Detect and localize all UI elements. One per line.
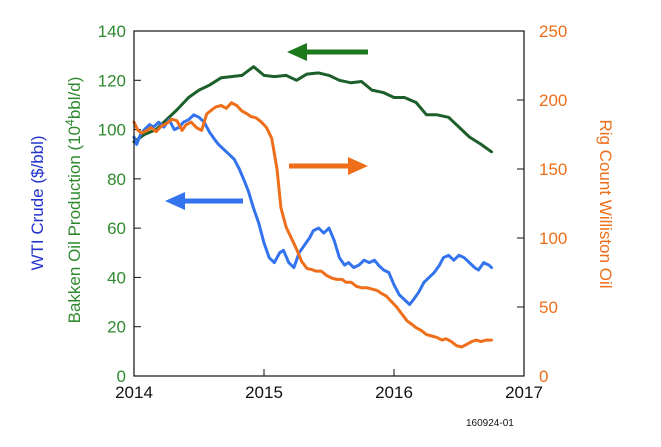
figure-id-note: 160924-01 bbox=[466, 418, 514, 429]
left-tick-label: 120 bbox=[98, 71, 126, 90]
right-tick-label: 100 bbox=[539, 229, 567, 248]
left-tick-label: 100 bbox=[98, 121, 126, 140]
rig-axis-label: Rig Count Williston Oil bbox=[596, 119, 615, 288]
bakken-series-line bbox=[132, 65, 493, 154]
x-tick-label: 2016 bbox=[375, 383, 413, 402]
x-tick-labels: 2014 2015 2016 2017 bbox=[115, 383, 543, 402]
rig-axis-arrow bbox=[289, 157, 368, 175]
wti-series-line bbox=[132, 113, 493, 306]
x-tick-label: 2015 bbox=[245, 383, 283, 402]
right-tick-label: 0 bbox=[539, 367, 548, 386]
left-tick-label: 20 bbox=[107, 318, 126, 337]
plot-frame bbox=[133, 30, 525, 377]
left-tick-label: 60 bbox=[107, 219, 126, 238]
left-tick-label: 0 bbox=[117, 367, 126, 386]
right-tick-label: 50 bbox=[539, 298, 558, 317]
right-tick-labels: 0 50 100 150 200 250 bbox=[539, 22, 567, 386]
x-tick-label: 2017 bbox=[505, 383, 543, 402]
wti-axis-arrow bbox=[165, 192, 243, 210]
rig-series-line bbox=[132, 101, 493, 349]
right-tick-label: 250 bbox=[539, 22, 567, 41]
right-tick-label: 150 bbox=[539, 160, 567, 179]
right-tick-label: 200 bbox=[539, 91, 567, 110]
bakken-axis-label: Bakken Oil Production (104bbl/d) bbox=[63, 77, 84, 324]
wti-axis-label: WTI Crude ($/bbl) bbox=[28, 135, 47, 270]
left-tick-label: 40 bbox=[107, 268, 126, 287]
left-tick-label: 140 bbox=[98, 22, 126, 41]
left-tick-labels: 0 20 40 60 80 100 120 140 bbox=[98, 22, 126, 386]
x-tick-label: 2014 bbox=[115, 383, 153, 402]
series-lines bbox=[132, 65, 493, 349]
bakken-axis-arrow bbox=[287, 43, 368, 61]
left-tick-label: 80 bbox=[107, 170, 126, 189]
